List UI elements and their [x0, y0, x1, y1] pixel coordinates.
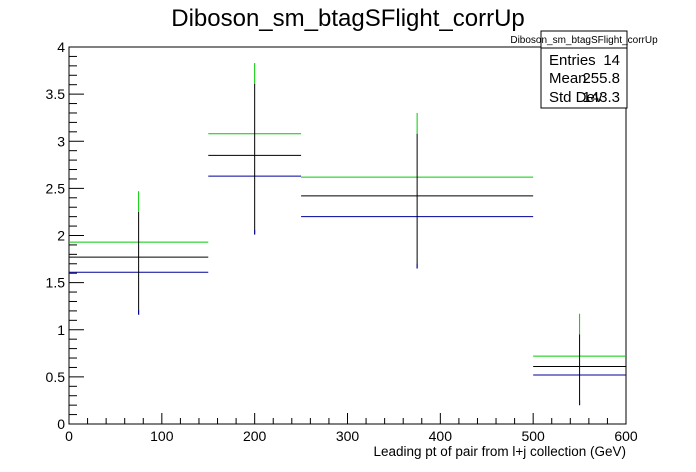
y-tick-label: 3.5	[46, 86, 66, 102]
x-tick-label: 100	[150, 428, 174, 444]
data-marks	[69, 63, 626, 406]
y-tick-label: 2.5	[46, 180, 66, 196]
stats-entries-value: 14	[603, 52, 620, 69]
x-tick-label: 500	[521, 428, 545, 444]
y-tick-label: 1	[57, 322, 65, 338]
y-tick-label: 0	[57, 416, 65, 432]
x-tick-label: 200	[243, 428, 267, 444]
x-tick-label: 600	[614, 428, 638, 444]
stats-stddev-value: 143.3	[582, 89, 620, 106]
x-tick-label: 0	[65, 428, 73, 444]
x-axis-title: Leading pt of pair from l+j collection (…	[374, 444, 627, 459]
stats-stddev-label: Std Dev	[549, 89, 603, 106]
stats-box: Diboson_sm_btagSFlight_corrUp Entries 14…	[510, 30, 658, 109]
stats-box-title: Diboson_sm_btagSFlight_corrUp	[510, 35, 658, 46]
stats-box-frame	[540, 30, 628, 109]
stats-mean-value: 255.8	[582, 70, 620, 87]
x-tick-label: 400	[429, 428, 453, 444]
chart-title: Diboson_sm_btagSFlight_corrUp	[171, 5, 525, 32]
y-tick-label: 1.5	[46, 275, 66, 291]
y-tick-label: 3	[57, 133, 65, 149]
stats-entries-label: Entries	[549, 52, 596, 69]
stats-mean-label: Mean	[549, 70, 587, 87]
x-tick-label: 300	[336, 428, 360, 444]
y-tick-label: 0.5	[46, 369, 66, 385]
axes: 0 100 200 300 400 500 600 0 0.5 1 1.5 2 2.5 3 3.5 4	[46, 39, 638, 444]
y-tick-label: 2	[57, 228, 65, 244]
y-tick-label: 4	[57, 39, 65, 55]
